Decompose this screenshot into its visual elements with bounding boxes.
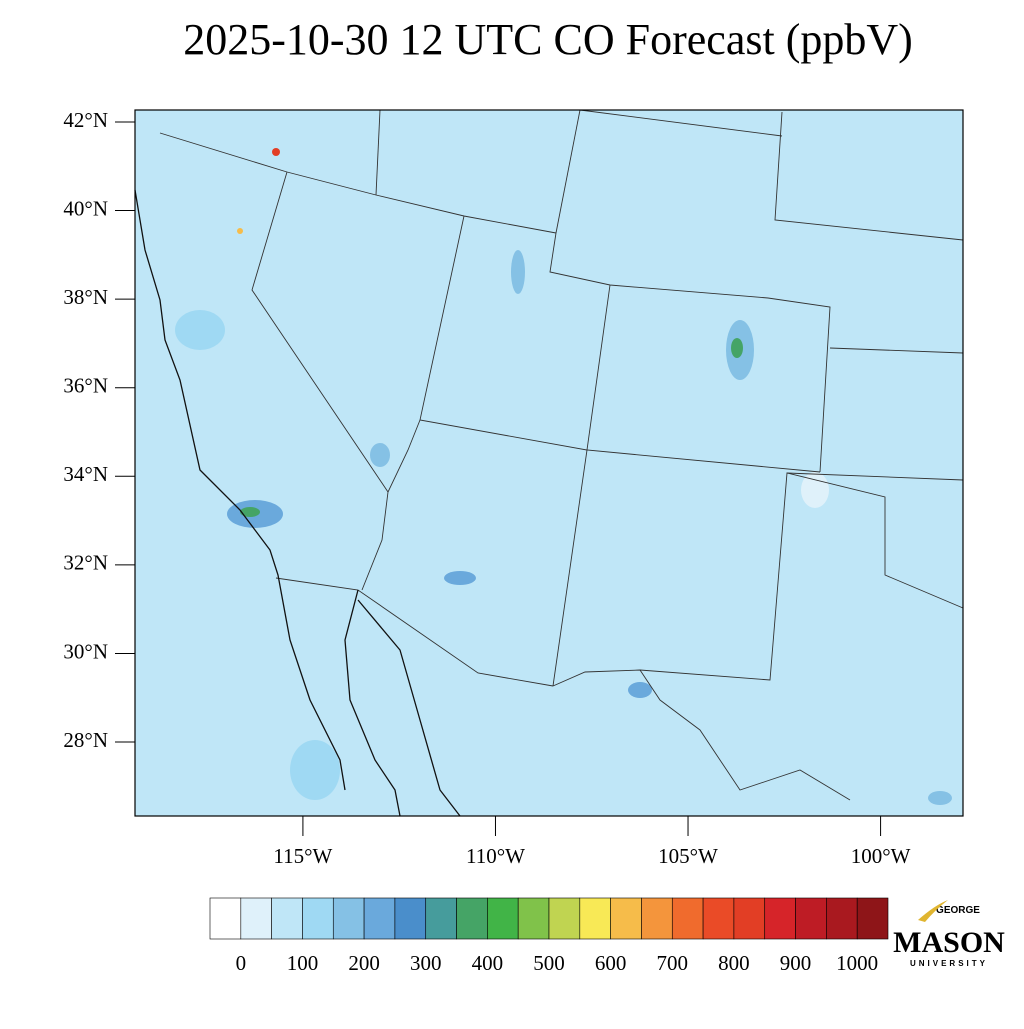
lat-tick-label: 30°N <box>63 639 108 663</box>
colorbar-swatch <box>702 897 735 940</box>
colorbar-swatch <box>332 897 365 940</box>
colorbar-label: 600 <box>595 951 627 975</box>
colorbar-swatch <box>548 897 581 940</box>
colorbar-swatch <box>487 897 519 940</box>
colorbar-swatch <box>856 897 889 940</box>
logo-main: MASON <box>893 926 1005 959</box>
lat-tick-label: 36°N <box>63 374 108 398</box>
map-background <box>135 110 963 816</box>
title: 2025-10-30 12 UTC CO Forecast (ppbV) <box>183 15 913 64</box>
colorbar-swatch <box>363 897 396 940</box>
colorbar-swatch <box>826 897 858 940</box>
colorbar-swatch <box>209 897 242 940</box>
colorbar-label: 800 <box>718 951 750 975</box>
lon-tick-label: 110°W <box>466 844 525 868</box>
plumes <box>175 148 952 805</box>
colorbar-label: 1000 <box>836 951 878 975</box>
colorbar-swatch <box>795 897 827 940</box>
lat-tick-label: 34°N <box>63 462 108 486</box>
colorbar-label: 900 <box>780 951 812 975</box>
colorbar-swatch <box>302 897 334 940</box>
colorbar-label: 400 <box>472 951 504 975</box>
logo-top: GEORGE <box>936 905 980 916</box>
lon-tick-label: 115°W <box>273 844 332 868</box>
colorbar-label: 0 <box>236 951 247 975</box>
colorbar-swatch <box>610 897 642 940</box>
colorbar-swatch <box>517 897 550 940</box>
colorbar-swatch <box>764 897 796 940</box>
colorbar-label: 500 <box>533 951 565 975</box>
map <box>134 109 964 817</box>
colorbar-swatch <box>456 897 488 940</box>
lat-tick-label: 40°N <box>63 196 108 220</box>
colorbar-label: 100 <box>287 951 319 975</box>
colorbar-swatch <box>394 897 427 940</box>
lat-tick-label: 42°N <box>63 108 108 132</box>
lon-tick-label: 100°W <box>851 844 911 868</box>
map-frame <box>134 109 964 817</box>
colorbar-label: 200 <box>348 951 380 975</box>
colorbar-label: 300 <box>410 951 442 975</box>
colorbar-swatch <box>271 897 303 940</box>
lat-tick-label: 38°N <box>63 285 108 309</box>
logo: GEORGE MASON UNIVERSITY <box>893 900 1005 968</box>
lon-tick-label: 105°W <box>658 844 718 868</box>
colorbar-swatch <box>425 897 457 940</box>
colorbar-label: 700 <box>657 951 689 975</box>
lat-tick-label: 32°N <box>63 551 108 575</box>
colorbar-swatch <box>641 897 673 940</box>
state-borders <box>134 109 964 817</box>
colorbar-swatch <box>579 897 611 940</box>
lat-tick-label: 28°N <box>63 728 108 752</box>
logo-bottom: UNIVERSITY <box>910 959 988 968</box>
colorbar-swatch <box>240 897 272 940</box>
colorbar: 0 100 200 300 400 500 600 700 800 900 1000 <box>209 897 889 975</box>
colorbar-swatch <box>671 897 704 940</box>
colorbar-swatch <box>733 897 766 940</box>
